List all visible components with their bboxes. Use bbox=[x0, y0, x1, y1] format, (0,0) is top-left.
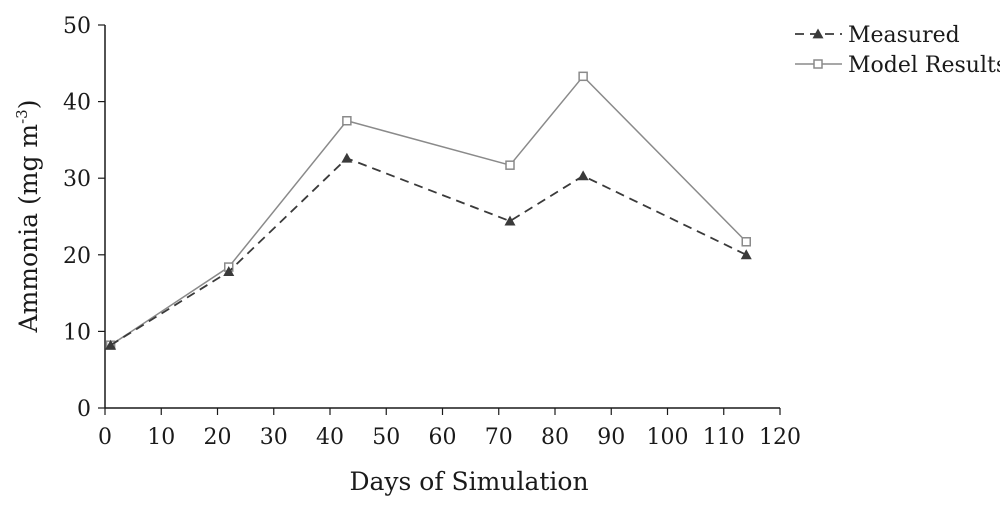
series-line-measured bbox=[110, 157, 747, 346]
legend-swatch-marker bbox=[813, 59, 823, 69]
series-line-model-results bbox=[110, 75, 747, 346]
data-point-model-results bbox=[342, 116, 352, 126]
x-tick-label: 70 bbox=[485, 425, 513, 450]
x-tick-label: 100 bbox=[647, 425, 689, 450]
series-model-results bbox=[105, 71, 751, 350]
data-point-measured bbox=[740, 249, 752, 260]
y-tick-label: 30 bbox=[63, 167, 91, 192]
data-point-model-results bbox=[505, 160, 515, 170]
data-point-model-results bbox=[741, 237, 751, 247]
y-tick-label: 10 bbox=[63, 320, 91, 345]
x-tick-label: 40 bbox=[316, 425, 344, 450]
x-axis-title: Days of Simulation bbox=[349, 467, 588, 496]
x-tick-label: 0 bbox=[98, 425, 112, 450]
x-tick-label: 80 bbox=[541, 425, 569, 450]
legend-item-measured: Measured bbox=[795, 23, 960, 48]
data-point-measured bbox=[341, 152, 353, 163]
legend-label: Model Results bbox=[848, 53, 1000, 78]
x-tick-label: 50 bbox=[372, 425, 400, 450]
x-tick-label: 110 bbox=[703, 425, 745, 450]
axes bbox=[104, 25, 780, 409]
data-point-measured bbox=[223, 266, 235, 277]
series-measured bbox=[105, 152, 752, 350]
x-tick-label: 20 bbox=[204, 425, 232, 450]
data-point-measured bbox=[577, 170, 589, 181]
y-tick-label: 40 bbox=[63, 91, 91, 116]
legend: Measured Model Results bbox=[795, 23, 1000, 78]
y-axis-title-main: Ammonia (mg m bbox=[14, 124, 43, 334]
legend-item-model-results: Model Results bbox=[795, 53, 1000, 78]
series-layer bbox=[105, 71, 752, 350]
ticks: 0 10 20 30 40 50 60 70 80 90 100 110 120 0 10 20 30 40 50 bbox=[63, 14, 801, 450]
y-tick-label: 20 bbox=[63, 244, 91, 269]
y-axis-title: Ammonia (mg m-3) bbox=[13, 100, 43, 334]
legend-swatch-marker bbox=[812, 28, 824, 39]
y-axis-title-close: ) bbox=[14, 100, 43, 110]
data-point-measured bbox=[504, 215, 516, 226]
y-tick-label: 0 bbox=[77, 397, 91, 422]
legend-label: Measured bbox=[848, 23, 960, 48]
x-tick-label: 30 bbox=[260, 425, 288, 450]
x-tick-label: 90 bbox=[597, 425, 625, 450]
x-tick-label: 10 bbox=[147, 425, 175, 450]
data-point-model-results bbox=[578, 71, 588, 82]
x-tick-label: 120 bbox=[759, 425, 801, 450]
x-tick-label: 60 bbox=[429, 425, 457, 450]
y-tick-label: 50 bbox=[63, 14, 91, 39]
data-point-measured bbox=[105, 339, 117, 350]
y-axis-title-superscript: -3 bbox=[13, 109, 31, 124]
